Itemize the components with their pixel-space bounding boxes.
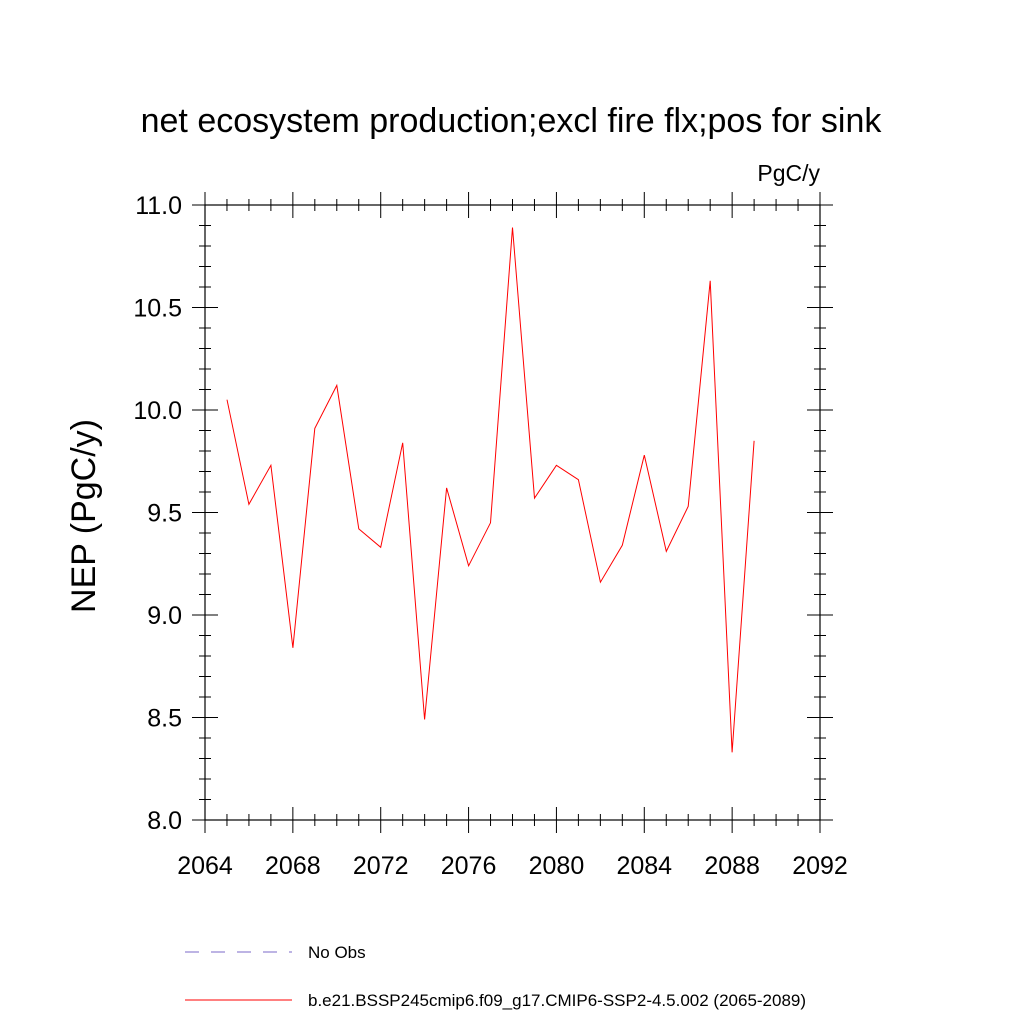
units-label: PgC/y (757, 160, 820, 186)
legend-label-no-obs: No Obs (308, 943, 366, 962)
x-tick-label: 2064 (177, 852, 233, 880)
x-tick-label: 2068 (265, 852, 321, 880)
y-tick-label: 9.0 (147, 602, 182, 630)
y-tick-label: 10.0 (133, 397, 182, 425)
x-tick-label: 2084 (616, 852, 672, 880)
legend: No Obs b.e21.BSSP245cmip6.f09_g17.CMIP6-… (185, 943, 806, 1010)
y-tick-label: 11.0 (135, 192, 182, 220)
x-tick-label: 2076 (441, 852, 497, 880)
x-tick-label: 2088 (704, 852, 760, 880)
x-tick-labels: 2064 2068 2072 2076 2080 2084 2088 2092 (177, 852, 848, 880)
y-tick-labels: 8.0 8.5 9.0 9.5 10.0 10.5 11.0 (133, 192, 182, 835)
series-line (226, 227, 755, 753)
plot-frame (204, 204, 821, 821)
y-tick-label: 8.5 (147, 705, 182, 733)
legend-label-model: b.e21.BSSP245cmip6.f09_g17.CMIP6-SSP2-4.… (308, 991, 806, 1010)
chart-title: net ecosystem production;excl fire flx;p… (141, 102, 883, 140)
y-axis-label: NEP (PgC/y) (65, 419, 103, 613)
x-tick-label: 2080 (529, 852, 585, 880)
x-tick-label: 2092 (792, 852, 848, 880)
x-tick-label: 2072 (353, 852, 409, 880)
series-layer (226, 227, 755, 753)
y-tick-label: 10.5 (133, 295, 182, 323)
y-tick-label: 8.0 (147, 807, 182, 835)
y-tick-label: 9.5 (147, 500, 182, 528)
axis-ticks (192, 192, 833, 833)
